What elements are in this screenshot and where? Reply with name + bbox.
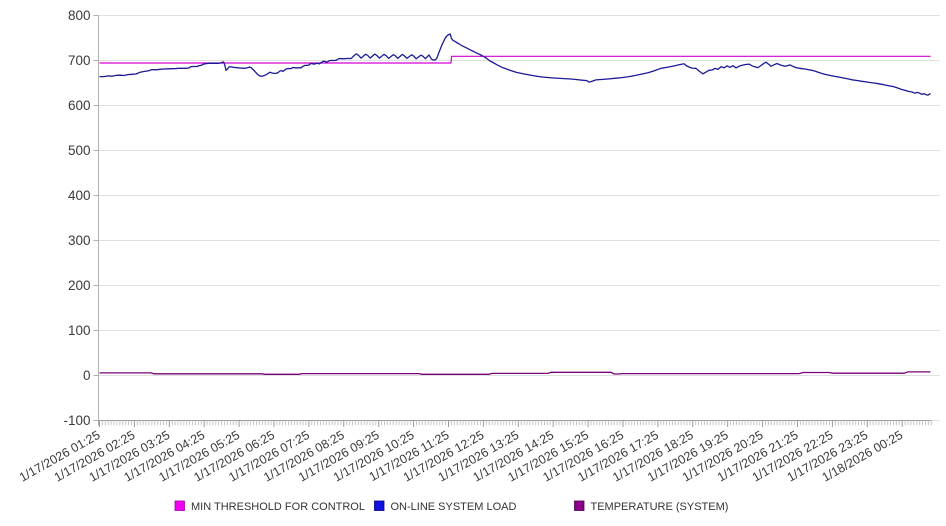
svg-text:400: 400 — [68, 188, 91, 203]
svg-text:ON-LINE SYSTEM LOAD: ON-LINE SYSTEM LOAD — [391, 501, 517, 513]
svg-text:700: 700 — [68, 53, 91, 68]
svg-text:0: 0 — [83, 368, 91, 383]
svg-text:100: 100 — [68, 323, 91, 338]
svg-text:-100: -100 — [63, 413, 90, 428]
svg-text:200: 200 — [68, 278, 91, 293]
svg-text:600: 600 — [68, 98, 91, 113]
svg-text:300: 300 — [68, 233, 91, 248]
svg-text:TEMPERATURE (SYSTEM): TEMPERATURE (SYSTEM) — [591, 501, 729, 513]
svg-text:800: 800 — [68, 8, 91, 23]
svg-text:500: 500 — [68, 143, 91, 158]
svg-text:MIN THRESHOLD FOR CONTROL: MIN THRESHOLD FOR CONTROL — [191, 501, 365, 513]
